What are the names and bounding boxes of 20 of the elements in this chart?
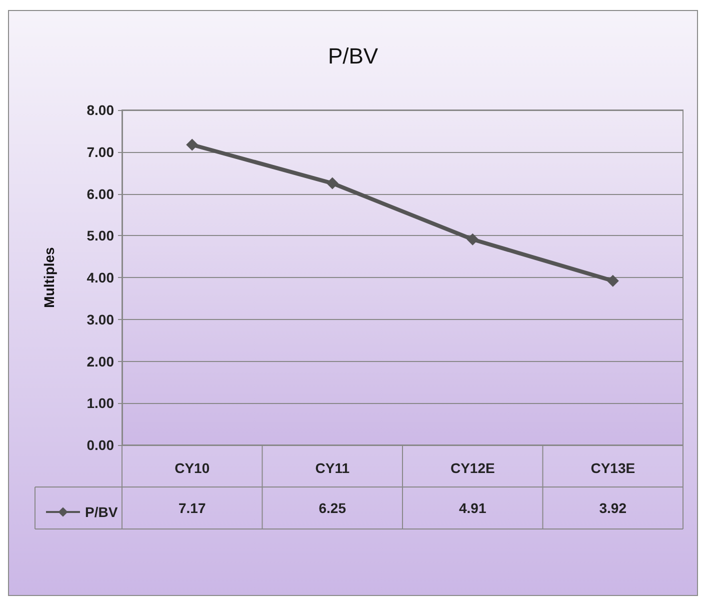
y-tick-label: 1.00	[86, 395, 114, 412]
data-label: 4.91	[459, 500, 486, 516]
data-label: 6.25	[318, 500, 346, 516]
y-tick-label: 0.00	[86, 437, 114, 453]
y-tick-label: 2.00	[86, 353, 114, 370]
data-label: 7.17	[178, 500, 206, 516]
x-tick-label: CY11	[315, 460, 350, 476]
y-tick-label: 6.00	[86, 186, 114, 202]
data-label: 3.92	[599, 500, 627, 516]
y-tick-label: 8.00	[86, 102, 114, 118]
x-tick-label: CY13E	[590, 460, 636, 476]
y-tick-label: 7.00	[86, 144, 114, 160]
y-tick-label: 5.00	[86, 228, 114, 244]
y-tick-label: 3.00	[86, 311, 114, 328]
chart-title: P/BV	[328, 44, 378, 68]
legend-label: P/BV	[85, 504, 118, 520]
y-tick-label: 4.00	[86, 270, 114, 286]
y-axis-title: Multiples	[41, 246, 57, 308]
x-tick-label: CY12E	[450, 460, 495, 476]
x-tick-label: CY10	[174, 460, 210, 476]
